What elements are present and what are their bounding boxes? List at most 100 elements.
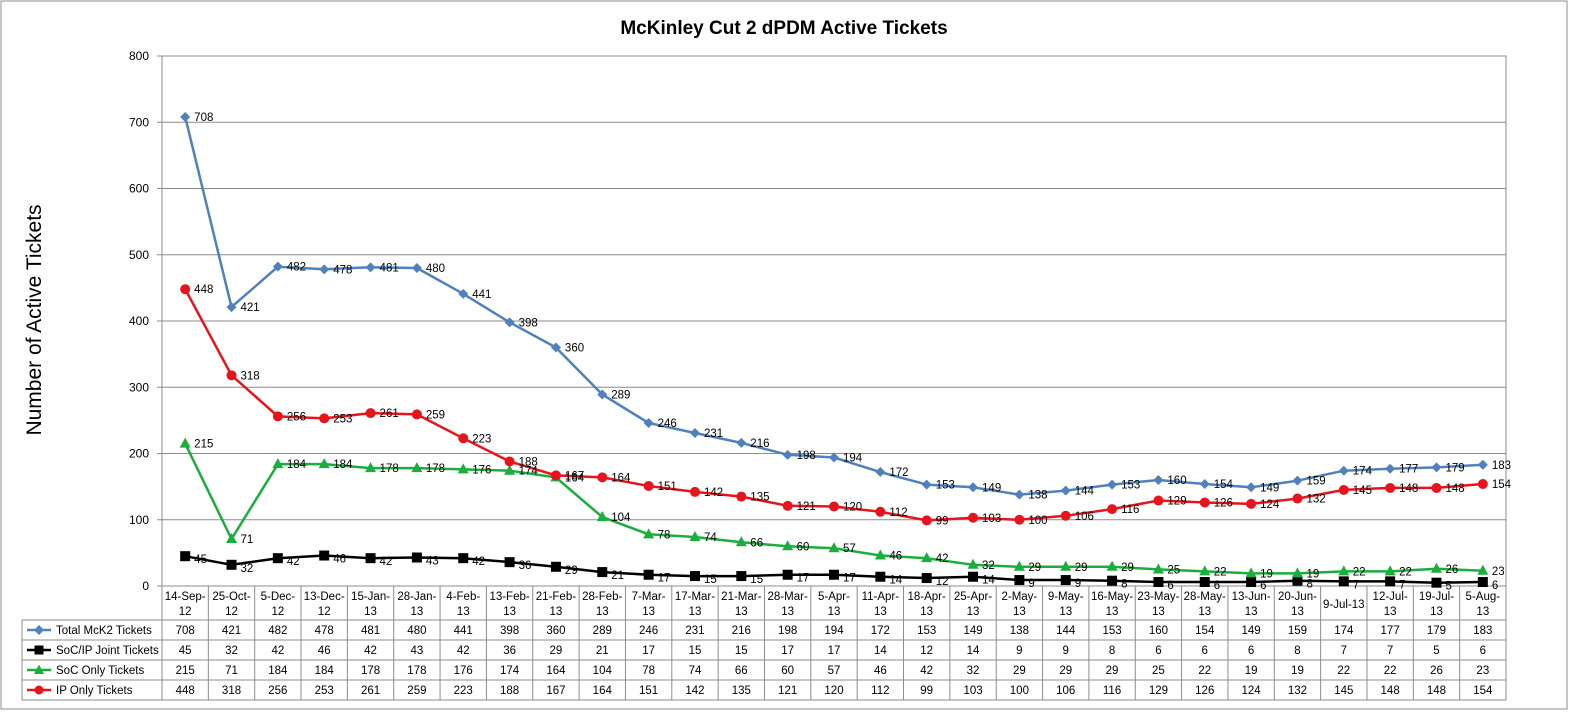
data-point <box>875 506 886 517</box>
x-category-label: 13-Feb- <box>489 591 529 603</box>
table-cell: 198 <box>778 625 797 637</box>
data-label: 14 <box>889 575 902 587</box>
table-cell: 42 <box>920 665 933 677</box>
x-category-label: 7-Mar- <box>632 591 666 603</box>
table-cell: 6 <box>1248 645 1254 657</box>
data-point <box>643 528 655 539</box>
data-label: 360 <box>565 343 584 355</box>
data-label: 15 <box>704 574 717 586</box>
data-label: 15 <box>750 574 763 586</box>
legend-key-marker <box>34 685 44 695</box>
table-cell: 360 <box>546 625 565 637</box>
legend-entry: Total McK2 Tickets <box>56 625 152 637</box>
data-label: 29 <box>1028 562 1041 574</box>
table-cell: 17 <box>642 645 655 657</box>
data-label: 145 <box>1353 485 1372 497</box>
table-cell: 104 <box>593 665 613 677</box>
data-point <box>596 511 608 522</box>
data-label: 231 <box>704 428 723 440</box>
x-category-label: 13 <box>781 606 794 618</box>
x-category-label: 13 <box>735 606 748 618</box>
data-label: 29 <box>1075 562 1088 574</box>
data-point <box>782 569 793 580</box>
table-cell: 188 <box>500 685 519 697</box>
data-label: 42 <box>936 553 949 565</box>
x-category-label: 13 <box>410 606 423 618</box>
table-cell: 216 <box>732 625 751 637</box>
data-label: 178 <box>426 463 445 475</box>
table-cell: 164 <box>546 665 566 677</box>
legend-key-marker <box>34 664 44 674</box>
table-cell: 29 <box>550 645 563 657</box>
table-cell: 172 <box>871 625 890 637</box>
data-label: 22 <box>1214 566 1227 578</box>
data-point <box>179 437 191 448</box>
table-cell: 261 <box>361 685 380 697</box>
data-label: 22 <box>1399 566 1412 578</box>
data-point <box>1477 459 1488 470</box>
table-cell: 151 <box>639 685 658 697</box>
data-point <box>1477 577 1488 588</box>
table-cell: 14 <box>967 645 980 657</box>
y-tick-label: 300 <box>129 380 149 394</box>
data-point <box>1060 485 1071 496</box>
data-point <box>1246 482 1257 493</box>
data-point <box>504 464 516 475</box>
table-cell: 29 <box>1059 665 1072 677</box>
table-cell: 129 <box>1149 685 1168 697</box>
table-cell: 26 <box>1430 665 1443 677</box>
data-point <box>226 559 237 570</box>
data-point <box>411 462 423 473</box>
table-cell: 21 <box>596 645 609 657</box>
data-point <box>1199 497 1210 508</box>
data-point <box>829 452 839 463</box>
table-cell: 256 <box>268 685 287 697</box>
table-cell: 9 <box>1063 645 1069 657</box>
chart-title: McKinley Cut 2 dPDM Active Tickets <box>620 18 947 39</box>
data-label: 71 <box>241 534 254 546</box>
data-label: 29 <box>1121 562 1134 574</box>
data-point <box>968 512 979 523</box>
data-label: 481 <box>380 262 399 274</box>
x-category-label: 13 <box>1245 606 1258 618</box>
data-point <box>597 472 608 483</box>
legend-entry: IP Only Tickets <box>56 685 133 697</box>
x-category-label: 13-Jun- <box>1232 591 1271 603</box>
table-cell: 7 <box>1341 645 1347 657</box>
data-label: 261 <box>380 408 399 420</box>
data-point <box>1014 575 1025 586</box>
data-point <box>1152 563 1164 574</box>
data-label: 60 <box>797 541 810 553</box>
x-category-label: 13 <box>642 606 655 618</box>
data-point <box>921 573 932 584</box>
data-point <box>1291 567 1303 578</box>
data-label: 29 <box>565 565 578 577</box>
data-label: 318 <box>241 370 260 382</box>
table-cell: 42 <box>457 645 470 657</box>
y-tick-label: 600 <box>129 182 149 196</box>
data-point <box>1477 564 1489 575</box>
data-point <box>829 501 839 512</box>
table-cell: 178 <box>407 665 426 677</box>
data-label: 21 <box>611 570 624 582</box>
data-point <box>1246 577 1257 588</box>
data-label: 5 <box>1445 581 1451 593</box>
table-cell: 223 <box>454 685 473 697</box>
data-label: 177 <box>1399 464 1418 476</box>
table-cell: 154 <box>1473 685 1493 697</box>
data-label: 14 <box>982 575 995 587</box>
x-category-label: 21-Feb- <box>536 591 576 603</box>
data-label: 9 <box>1075 578 1081 590</box>
x-category-label: 2-May- <box>1001 591 1037 603</box>
table-cell: 148 <box>1427 685 1446 697</box>
data-label: 289 <box>611 390 630 402</box>
x-category-label: 5-Apr- <box>818 591 850 603</box>
data-label: 441 <box>472 289 491 301</box>
data-point <box>226 302 237 313</box>
x-category-label: 21-Mar- <box>721 591 761 603</box>
data-point <box>689 530 701 541</box>
data-point <box>874 549 886 560</box>
data-point <box>1338 465 1349 476</box>
x-category-label: 14-Sep- <box>165 591 206 603</box>
data-point <box>782 500 793 511</box>
